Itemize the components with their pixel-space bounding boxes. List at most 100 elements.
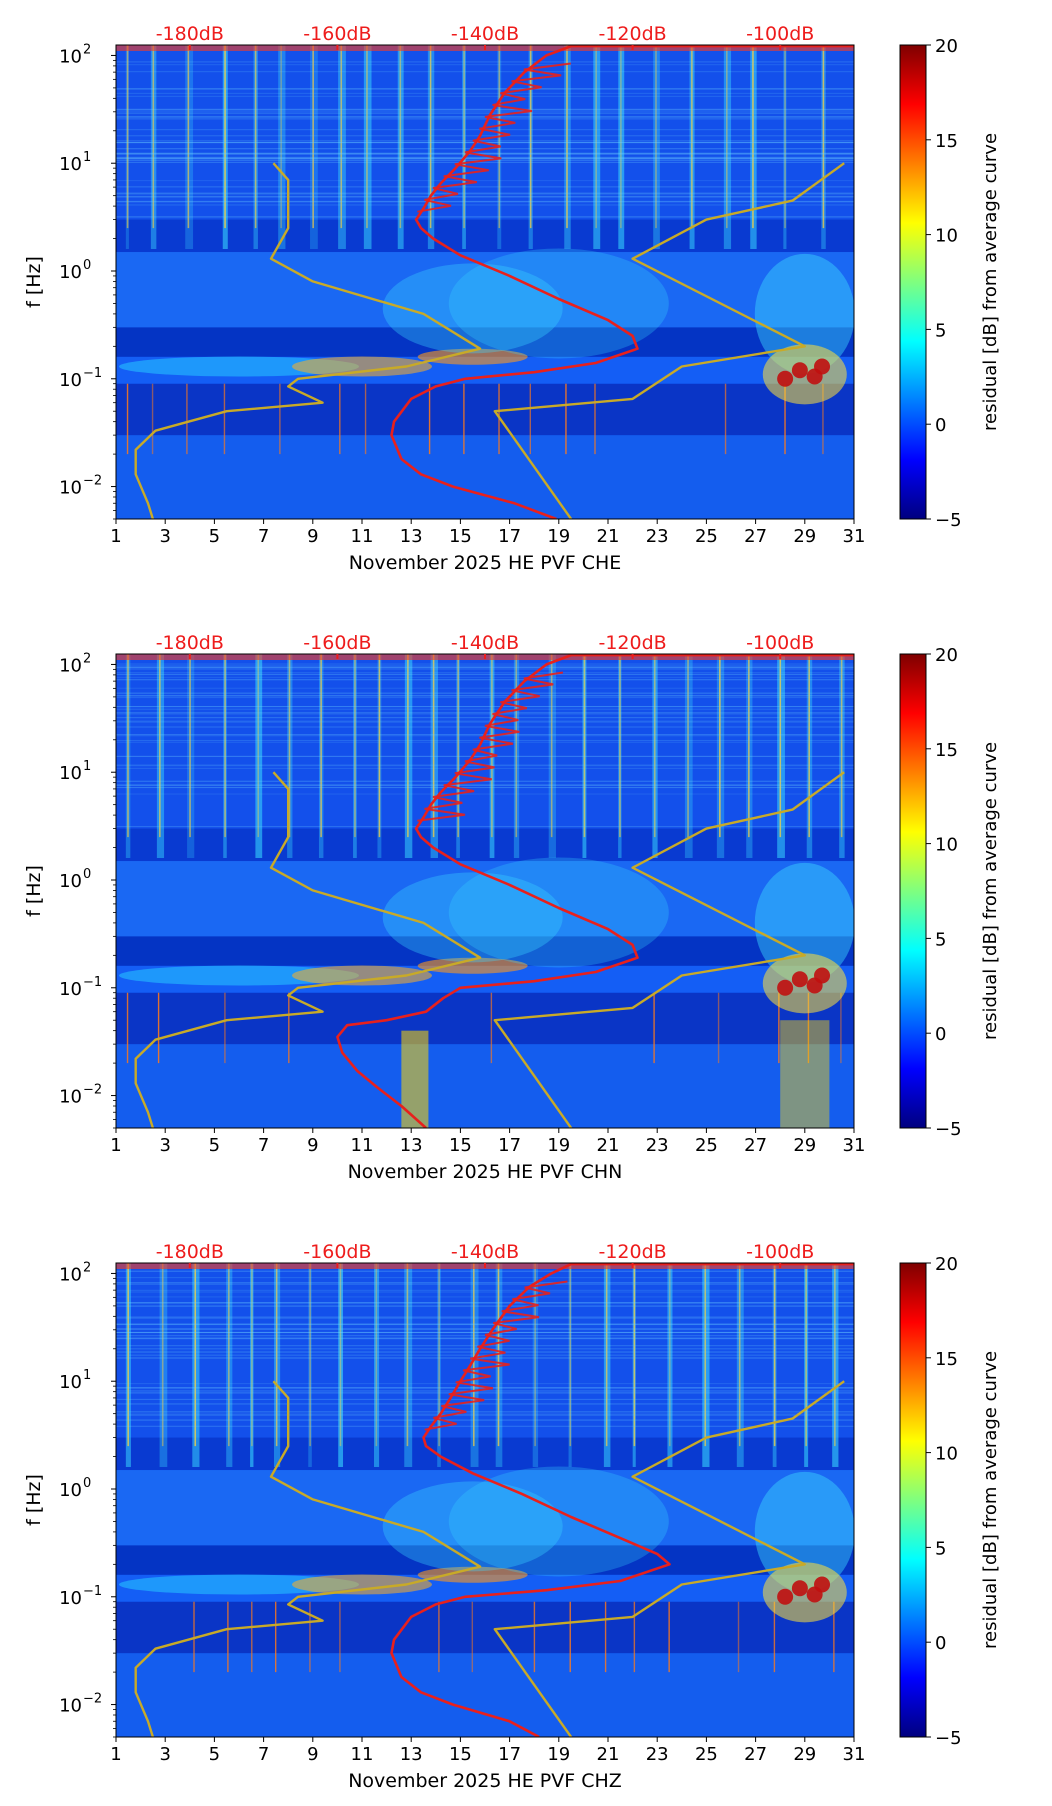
x-tick-label: 25 [695, 526, 718, 547]
harmonic-line [116, 674, 854, 676]
harmonic-line [116, 180, 854, 182]
y-tick-label: 10 [59, 763, 82, 784]
harmonic-line [116, 1412, 854, 1414]
frequency-band [116, 1437, 854, 1471]
harmonic-line [116, 215, 854, 217]
harmonic-line [116, 679, 854, 681]
y-tick-exponent: 2 [83, 651, 91, 666]
harmonic-line [116, 695, 854, 697]
colorbar-tick-label: 5 [935, 320, 946, 341]
harmonic-line [116, 672, 854, 674]
db-tick-label: -160dB [303, 632, 371, 654]
storm-glow [754, 1471, 854, 1592]
y-tick-base: 10 [59, 478, 82, 499]
daily-streak-core [194, 1263, 197, 1447]
daily-streak [532, 1263, 539, 1468]
harmonic-line [116, 1383, 854, 1385]
daily-streak-core [738, 1263, 741, 1447]
harmonic-line [116, 88, 854, 90]
x-tick-label: 27 [744, 526, 767, 547]
low-freq-streak [807, 992, 810, 1064]
daily-streak-core [309, 1263, 311, 1447]
harmonic-line [116, 92, 854, 94]
x-tick-label: 29 [793, 1744, 816, 1765]
daily-streak-core [366, 45, 368, 229]
y-tick-base: 10 [59, 1372, 82, 1393]
daily-streak-core [399, 45, 402, 229]
daily-streak-core [633, 1263, 636, 1447]
y-tick-label: 10 [59, 262, 82, 283]
daily-streak-core [407, 654, 409, 838]
y-tick-base: 10 [59, 370, 82, 391]
x-tick-label: 31 [843, 526, 866, 547]
harmonic-line [116, 1411, 854, 1413]
colorbar-tick-label: 20 [935, 36, 958, 57]
x-tick-label: 7 [258, 526, 269, 547]
low-freq-streak [471, 1601, 474, 1673]
daily-streak-core [805, 1263, 807, 1447]
daily-streak-core [288, 654, 291, 838]
x-tick-label: 23 [646, 1135, 669, 1156]
daily-streak-core [583, 654, 586, 838]
harmonic-line [116, 755, 854, 757]
colorbar-label: residual [dB] from average curve [980, 133, 1001, 431]
frequency-band [116, 1470, 854, 1546]
y-tick-exponent: −2 [83, 1083, 102, 1098]
low-freq-streak [784, 383, 786, 455]
y-tick-base: 10 [59, 871, 82, 892]
storm-hotspot [791, 971, 808, 988]
daily-streak-core [340, 45, 343, 229]
harmonic-line [116, 713, 854, 715]
daily-streak [653, 45, 660, 250]
colorbar-tick-label: 10 [935, 226, 958, 247]
low-freq-streak [251, 1601, 253, 1673]
x-tick-label: 21 [597, 526, 620, 547]
db-tick-label: -120dB [598, 23, 666, 45]
harmonic-line [116, 706, 854, 708]
harmonic-line [116, 195, 854, 197]
low-freq-streak [490, 992, 493, 1064]
low-freq-streak [717, 992, 720, 1064]
secondary-microseism [382, 263, 563, 354]
x-tick-label: 7 [258, 1135, 269, 1156]
harmonic-line [116, 666, 854, 668]
harmonic-line [116, 135, 854, 137]
harmonic-line [116, 1403, 854, 1405]
y-tick-exponent: 1 [83, 1368, 91, 1383]
harmonic-line [116, 1398, 854, 1400]
x-tick-label: 17 [498, 1744, 521, 1765]
daily-streak-core [619, 654, 621, 838]
colorbar-tick-label: 0 [935, 1024, 946, 1045]
y-tick-exponent: −2 [83, 474, 102, 489]
daily-streak-core [457, 654, 459, 838]
frequency-band [116, 435, 854, 519]
daily-streak [667, 1263, 673, 1468]
x-tick-label: 23 [646, 526, 669, 547]
x-tick-label: 15 [449, 526, 472, 547]
microseism-storm [292, 1574, 432, 1595]
frequency-band [116, 383, 854, 436]
harmonic-line [116, 717, 854, 719]
daily-streak-core [432, 654, 435, 838]
y-tick-base: 10 [59, 1087, 82, 1108]
x-tick-label: 1 [110, 1744, 121, 1765]
colorbar-tick-label: −5 [935, 1728, 962, 1749]
y-axis-label: f [Hz] [23, 865, 45, 917]
harmonic-line [116, 780, 854, 782]
daily-streak-core [773, 1263, 776, 1447]
y-tick-exponent: 0 [83, 867, 91, 882]
frequency-band [116, 1044, 854, 1128]
x-tick-label: 3 [159, 1135, 170, 1156]
median-psd-spikes [417, 62, 571, 213]
low-freq-streak [569, 1601, 571, 1673]
harmonic-line [116, 1351, 854, 1353]
harmonic-line [116, 692, 854, 694]
daily-streak-core [472, 1263, 475, 1447]
harmonic-line [116, 118, 854, 120]
harmonic-line [116, 1425, 854, 1427]
harmonic-line [116, 1328, 854, 1330]
median-psd-spikes [417, 671, 564, 822]
db-tick-label: -140dB [451, 23, 519, 45]
harmonic-line [116, 64, 854, 66]
